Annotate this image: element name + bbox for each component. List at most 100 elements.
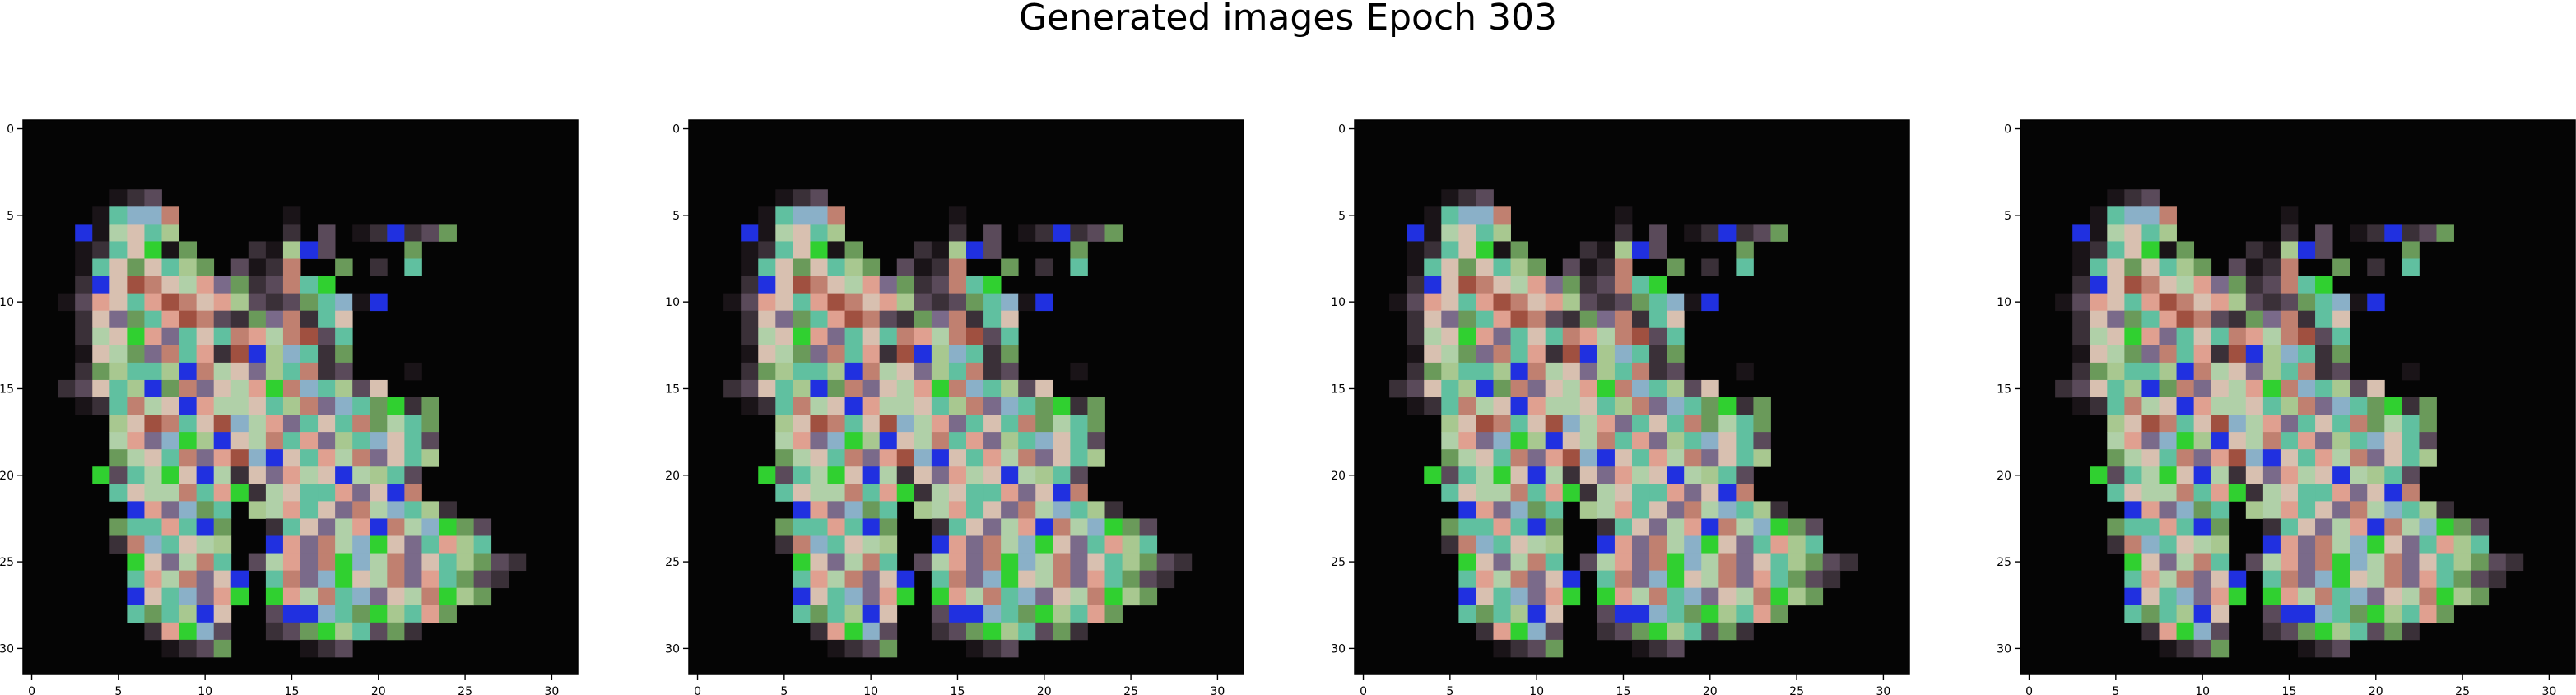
pixel — [439, 570, 457, 589]
pixel — [1701, 258, 1719, 276]
pixel — [1822, 553, 1841, 572]
pixel — [352, 622, 370, 641]
pixel — [2107, 415, 2125, 433]
pixel — [2436, 553, 2454, 572]
y-tick-label: 5 — [672, 210, 680, 223]
pixel — [1424, 258, 1442, 276]
pixel — [1718, 501, 1737, 519]
pixel — [931, 310, 950, 329]
pixel — [1001, 362, 1019, 381]
pixel — [2384, 432, 2402, 450]
pixel — [2159, 570, 2177, 589]
pixel — [318, 605, 336, 623]
pixel — [1632, 293, 1650, 312]
pixel — [2332, 639, 2350, 658]
pixel — [1476, 622, 1494, 641]
pixel — [127, 535, 145, 554]
pixel — [1104, 553, 1123, 572]
pixel — [2488, 553, 2507, 572]
pixel — [793, 258, 811, 276]
pixel — [127, 327, 145, 346]
pixel — [844, 449, 863, 467]
pixel — [1649, 379, 1667, 398]
pixel — [879, 622, 898, 641]
pixel — [1018, 432, 1036, 450]
pixel — [144, 466, 162, 484]
pixel — [1087, 397, 1105, 415]
pixel — [1001, 501, 1019, 519]
pixel — [914, 293, 932, 312]
pixel — [2262, 570, 2281, 589]
pixel — [1545, 379, 1564, 398]
pixel — [1562, 276, 1581, 294]
pixel — [983, 518, 1002, 536]
pixel — [179, 449, 198, 467]
pixel — [404, 501, 422, 519]
pixel — [2228, 587, 2247, 606]
pixel — [2211, 639, 2230, 658]
pixel — [1441, 397, 1459, 415]
pixel — [2245, 501, 2264, 519]
pixel — [248, 345, 267, 364]
pixel — [1788, 570, 1806, 589]
pixel — [983, 345, 1002, 364]
pixel — [1389, 379, 1407, 398]
pixel — [2211, 276, 2230, 294]
pixel — [1424, 379, 1442, 398]
pixel — [2367, 293, 2385, 312]
pixel — [2262, 553, 2281, 572]
pixel — [1614, 415, 1633, 433]
pixel — [2107, 241, 2125, 259]
pixel — [75, 362, 93, 381]
pixel — [1632, 501, 1650, 519]
pixel — [109, 327, 128, 346]
pixel — [775, 224, 793, 242]
pixel — [2072, 345, 2090, 364]
pixel — [1562, 432, 1581, 450]
pixel — [2315, 570, 2333, 589]
pixel — [370, 224, 388, 242]
pixel — [2298, 276, 2316, 294]
pixel — [230, 362, 249, 381]
pixel — [1001, 397, 1019, 415]
pixel — [1597, 484, 1616, 502]
pixel — [896, 432, 915, 450]
pixel — [318, 535, 336, 554]
pixel — [1476, 362, 1494, 381]
pixel — [2436, 605, 2454, 623]
pixel — [1562, 293, 1581, 312]
pixel — [127, 224, 145, 242]
pixel — [1684, 570, 1702, 589]
pixel — [439, 535, 457, 554]
pixel — [2402, 241, 2420, 259]
pixel — [1667, 327, 1685, 346]
pixel — [213, 639, 232, 658]
pixel — [1770, 224, 1788, 242]
pixel — [1632, 535, 1650, 554]
pixel — [1579, 362, 1598, 381]
pixel — [2141, 449, 2160, 467]
pixel — [248, 484, 267, 502]
pixel — [1579, 553, 1598, 572]
pixel — [2090, 276, 2108, 294]
pixel — [1139, 587, 1158, 606]
pixel — [1458, 449, 1476, 467]
pixel — [2315, 293, 2333, 312]
pixel — [127, 258, 145, 276]
pixel — [896, 327, 915, 346]
pixel — [2367, 258, 2385, 276]
pixel — [2245, 553, 2264, 572]
pixel — [1632, 622, 1650, 641]
pixel — [335, 587, 353, 606]
pixel — [827, 397, 845, 415]
pixel — [931, 605, 950, 623]
pixel — [2211, 397, 2230, 415]
pixel — [2193, 432, 2212, 450]
pixel — [109, 535, 128, 554]
pixel — [179, 310, 198, 329]
pixel — [318, 293, 336, 312]
pixel — [2262, 397, 2281, 415]
pixel — [404, 605, 422, 623]
pixel — [1579, 397, 1598, 415]
pixel — [2436, 501, 2454, 519]
